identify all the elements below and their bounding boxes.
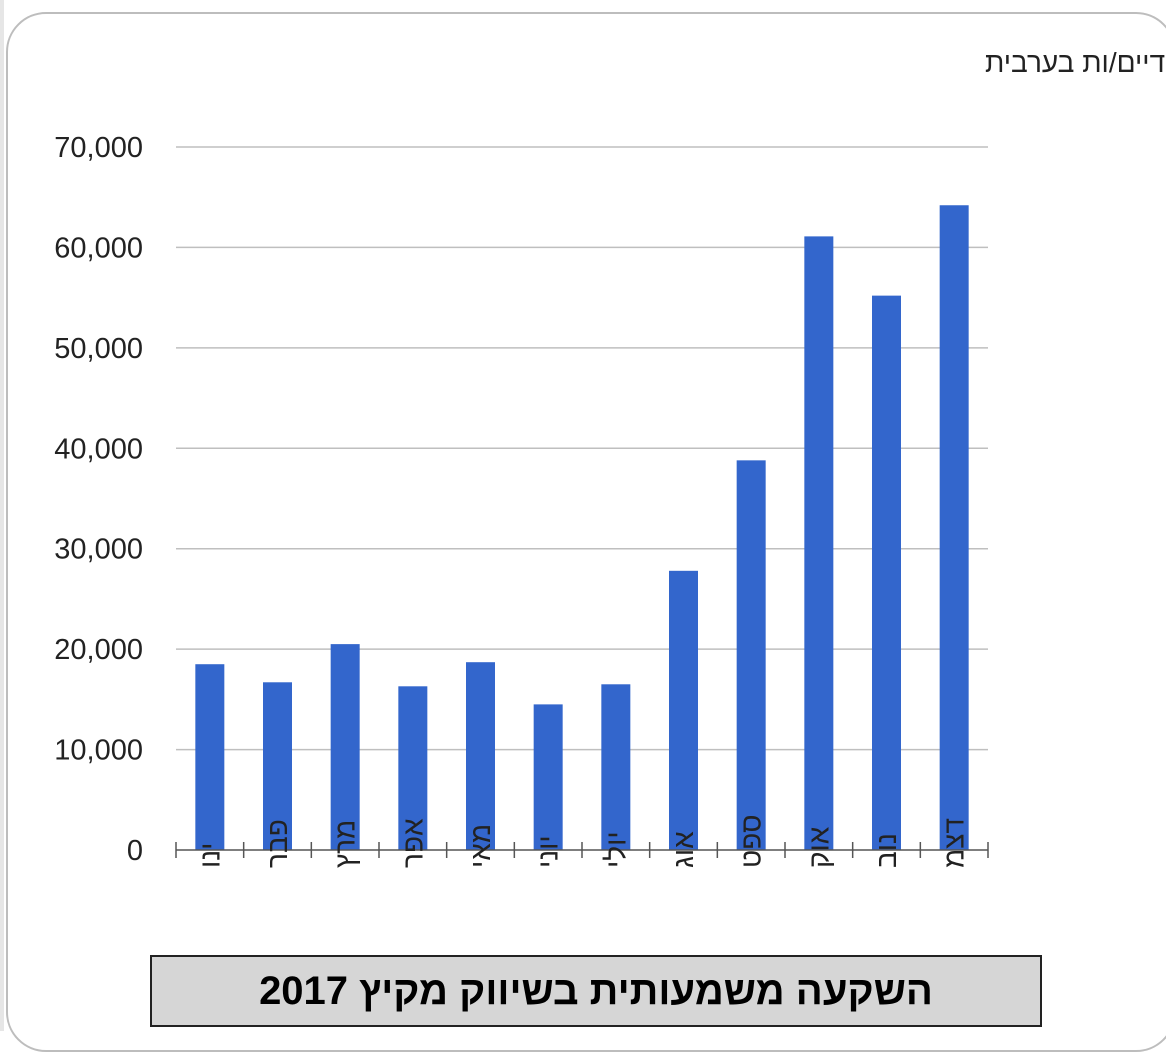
x-tick-label: ינו	[194, 843, 225, 868]
caption-text: השקעה משמעותית בשיווק מקיץ 2017	[259, 968, 933, 1013]
bar	[669, 570, 698, 850]
x-tick-label: יולי	[600, 831, 631, 868]
y-tick-label: 20,000	[54, 634, 143, 666]
bar	[872, 295, 901, 850]
x-tick-label: פבר	[262, 819, 293, 868]
bar	[330, 644, 360, 850]
bar	[736, 460, 766, 850]
y-axis-tick-labels: 0 10,000 20,000 30,000 40,000 50,000 60,000 70,…	[54, 132, 143, 867]
x-tick-label: מאי	[465, 824, 496, 868]
y-tick-label: 40,000	[54, 433, 143, 465]
bar	[804, 236, 834, 851]
chart-frame	[6, 12, 1166, 1052]
x-tick-label: מרץ	[330, 820, 361, 868]
bar	[466, 662, 495, 850]
y-tick-label: 70,000	[54, 132, 143, 164]
x-tick-label: נוב	[871, 833, 902, 868]
bar	[601, 684, 631, 850]
bar	[263, 682, 292, 850]
x-tick-label: אפר	[397, 818, 428, 868]
gridlines	[176, 146, 988, 751]
x-axis	[175, 842, 989, 858]
page-edge-divider	[0, 0, 4, 1031]
bar	[398, 686, 428, 850]
caption-box: השקעה משמעותית בשיווק מקיץ 2017	[150, 955, 1042, 1027]
bar	[939, 205, 969, 851]
y-tick-label: 60,000	[54, 232, 143, 264]
bar-chart: מספר המשתמשים/ות היחודיים/ות בערבית 0 10,…	[54, 47, 1166, 868]
chart-title: מספר המשתמשים/ות היחודיים/ות בערבית	[985, 47, 1166, 78]
x-tick-label: יוני	[533, 835, 564, 868]
bars	[195, 205, 969, 851]
y-tick-label: 50,000	[54, 333, 143, 365]
y-tick-label: 10,000	[54, 735, 143, 767]
x-tick-label: דצמ	[939, 818, 970, 868]
bar	[533, 704, 563, 850]
x-tick-label: אוג	[668, 831, 699, 868]
y-tick-label: 0	[127, 835, 143, 867]
bar	[195, 664, 225, 850]
x-tick-label: אוק	[803, 826, 834, 868]
x-tick-label: ספט	[736, 815, 767, 868]
x-axis-tick-labels: ינו פבר מרץ אפר מאי יוני יולי אוג ספט אוק נוב דצמ	[194, 815, 969, 868]
y-tick-label: 30,000	[54, 534, 143, 566]
